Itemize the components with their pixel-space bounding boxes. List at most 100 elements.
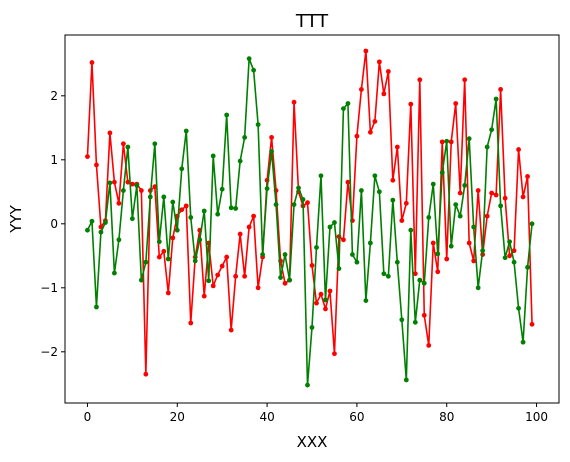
data-point: [107, 130, 113, 136]
plot-frame: [64, 34, 560, 404]
data-point: [399, 317, 405, 323]
data-point: [305, 382, 310, 388]
data-point: [94, 304, 99, 310]
data-point: [354, 259, 360, 265]
chart-title: TTT: [295, 11, 329, 32]
data-point: [107, 180, 113, 186]
data-point: [399, 218, 405, 224]
data-point: [354, 133, 360, 139]
data-point: [305, 200, 310, 206]
data-point: [507, 253, 512, 259]
x-axis-label: XXX: [297, 433, 328, 451]
data-point: [242, 135, 248, 140]
data-point: [282, 252, 288, 257]
x-tick-label: 60: [349, 410, 364, 424]
series-1: [85, 56, 535, 388]
data-point: [291, 99, 297, 105]
data-point: [210, 283, 216, 289]
data-point: [255, 285, 261, 291]
data-point: [210, 153, 216, 159]
data-point: [147, 194, 153, 200]
series-line: [86, 50, 533, 376]
data-point: [489, 127, 495, 133]
data-point: [417, 277, 423, 283]
data-point: [444, 256, 450, 262]
data-point: [291, 202, 297, 208]
data-point: [493, 96, 499, 102]
data-point: [246, 224, 252, 230]
data-point: [264, 186, 270, 192]
axes: 0 20 40 60 80 100 −2 −1 0 1 2: [40, 89, 548, 424]
data-point: [85, 227, 90, 233]
data-point: [525, 174, 530, 179]
data-point: [300, 197, 306, 202]
x-tick-label: 20: [170, 410, 185, 424]
data-point: [251, 213, 257, 219]
data-point: [480, 248, 486, 254]
data-point: [183, 128, 189, 134]
data-point: [363, 298, 369, 303]
data-point: [502, 255, 508, 261]
data-point: [224, 112, 230, 118]
data-point: [502, 195, 508, 201]
data-point: [471, 258, 477, 264]
data-point: [363, 48, 369, 54]
data-point: [345, 179, 351, 185]
data-point: [403, 377, 409, 383]
data-point: [390, 177, 396, 183]
data-point: [376, 59, 382, 65]
data-point: [394, 144, 400, 150]
data-point: [327, 224, 333, 230]
data-point: [435, 269, 441, 275]
data-point: [466, 240, 472, 246]
y-tick-label: 2: [50, 89, 58, 103]
data-point: [359, 188, 364, 193]
data-point: [359, 87, 364, 92]
data-point: [367, 240, 373, 246]
data-point: [179, 207, 185, 213]
data-point: [255, 122, 261, 127]
data-point: [233, 206, 239, 211]
data-point: [417, 77, 423, 83]
data-point: [484, 213, 490, 219]
data-point: [120, 141, 126, 147]
data-point: [296, 185, 301, 191]
data-point: [85, 154, 90, 160]
data-point: [215, 272, 221, 278]
data-point: [269, 135, 274, 140]
data-point: [421, 280, 427, 286]
data-point: [125, 179, 131, 185]
data-point: [260, 252, 265, 257]
data-point: [484, 144, 490, 150]
data-point: [444, 138, 450, 144]
y-tick-label: 1: [50, 153, 58, 167]
y-tick-label: −1: [40, 281, 58, 295]
data-point: [237, 158, 243, 164]
data-point: [183, 203, 189, 209]
data-point: [201, 293, 207, 299]
data-point: [507, 239, 512, 245]
data-point: [89, 218, 95, 224]
data-point: [489, 190, 495, 196]
data-point: [453, 202, 459, 208]
data-point: [421, 312, 427, 318]
data-point: [170, 235, 176, 241]
data-point: [219, 263, 225, 269]
data-point: [336, 266, 342, 271]
data-point: [89, 60, 95, 65]
data-point: [493, 192, 499, 198]
data-point: [498, 203, 504, 209]
data-point: [390, 197, 396, 203]
data-point: [224, 254, 230, 260]
data-point: [188, 320, 194, 326]
data-point: [228, 327, 234, 333]
data-point: [516, 147, 521, 152]
data-point: [448, 243, 454, 249]
data-point: [192, 258, 198, 264]
data-point: [161, 194, 167, 200]
data-point: [112, 179, 117, 185]
y-axis-label: YYY: [7, 204, 25, 233]
data-point: [179, 166, 185, 172]
data-point: [435, 251, 441, 257]
